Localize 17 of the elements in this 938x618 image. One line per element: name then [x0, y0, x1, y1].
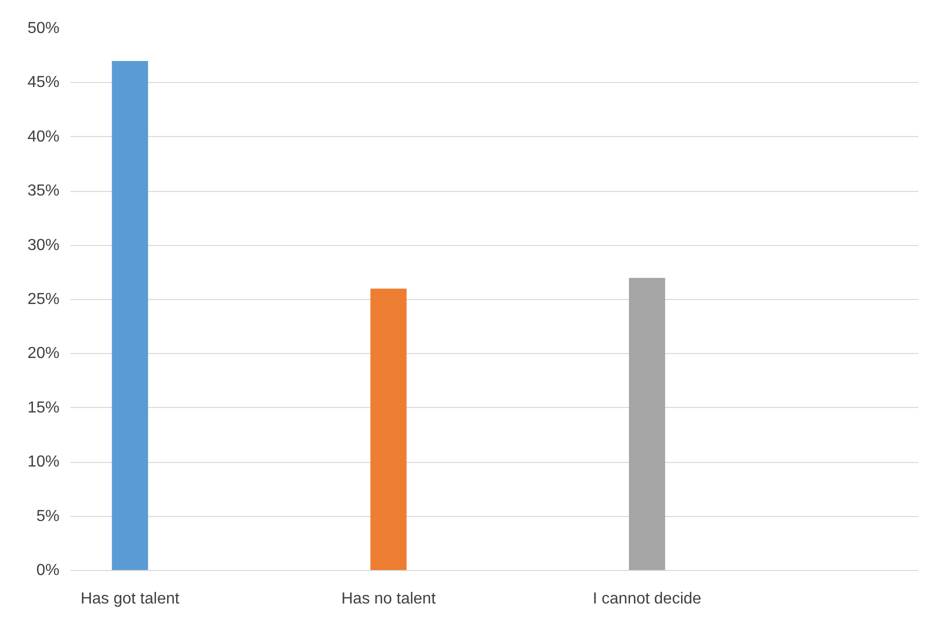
- y-tick-label: 45%: [27, 74, 60, 92]
- y-tick-label: 40%: [27, 128, 60, 146]
- y-tick-label: 35%: [27, 182, 60, 200]
- x-tick-label: I cannot decide: [592, 590, 702, 608]
- y-tick-label: 10%: [27, 454, 60, 471]
- bar: [370, 288, 407, 570]
- y-tick-label: 30%: [27, 236, 60, 254]
- y-tick-label: 5%: [36, 508, 60, 525]
- y-tick-label: 50%: [27, 20, 60, 37]
- y-tick-label: 15%: [27, 399, 60, 416]
- x-tick-label: Has no talent: [341, 590, 436, 608]
- y-tick-label: 25%: [27, 291, 60, 308]
- y-tick-label: 0%: [36, 562, 60, 579]
- x-tick-label: Has got talent: [80, 590, 180, 608]
- bar: [628, 278, 666, 570]
- y-tick-label: 20%: [27, 345, 60, 362]
- bar: [112, 61, 148, 570]
